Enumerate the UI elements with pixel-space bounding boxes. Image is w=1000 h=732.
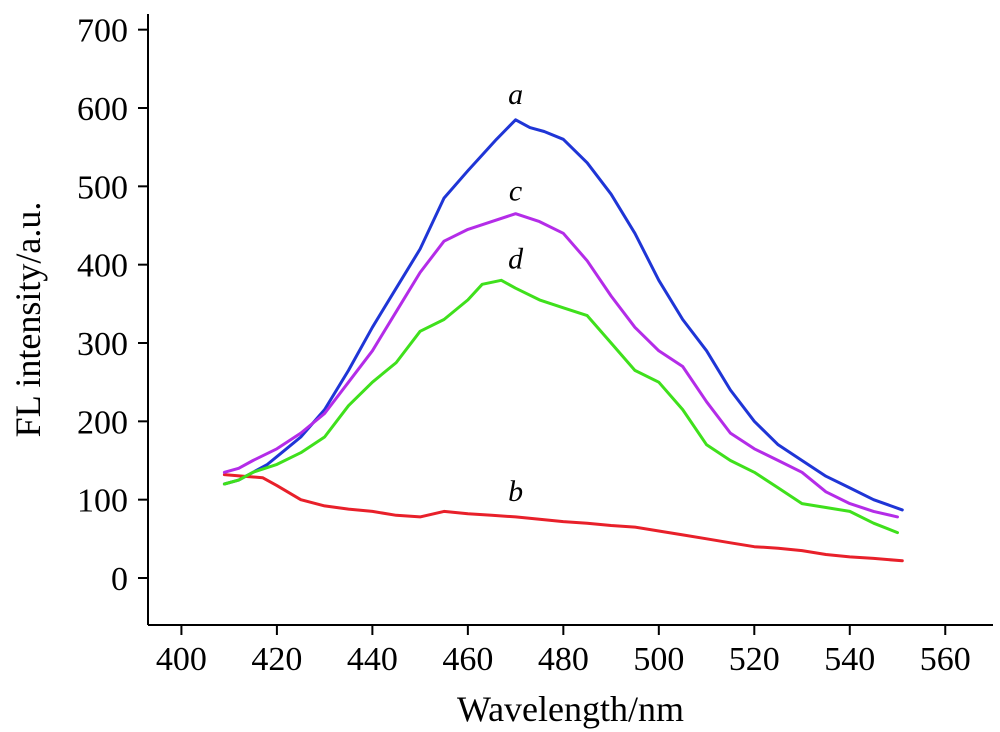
x-tick-label: 440	[347, 641, 398, 678]
series-label-b: b	[508, 475, 523, 508]
y-tick-label: 600	[77, 91, 128, 128]
x-tick-label: 560	[920, 641, 971, 678]
series-line-c	[222, 212, 899, 519]
series-line-a	[222, 118, 904, 512]
axes	[147, 14, 993, 626]
series-layer	[222, 118, 904, 563]
y-tick-label: 700	[77, 13, 128, 50]
x-tick-label: 480	[538, 641, 589, 678]
series-label-a: a	[508, 78, 523, 111]
x-ticks: 400 420 440 460 480 500 520 540 560	[156, 625, 971, 678]
y-tick-label: 0	[111, 561, 128, 598]
x-tick-label: 500	[633, 641, 684, 678]
x-tick-label: 460	[442, 641, 493, 678]
y-tick-label: 500	[77, 169, 128, 206]
series-line-b	[222, 473, 904, 563]
y-tick-label: 100	[77, 483, 128, 520]
x-axis-title: Wavelength/nm	[457, 689, 684, 729]
y-ticks: 0 100 200 300 400 500 600 700	[77, 13, 148, 598]
series-line-d	[222, 278, 899, 535]
x-tick-label: 520	[729, 641, 780, 678]
annotation-layer: a c d b	[508, 78, 524, 508]
y-tick-label: 400	[77, 248, 128, 285]
x-tick-label: 400	[156, 641, 207, 678]
x-tick-label: 540	[824, 641, 875, 678]
series-label-c: c	[509, 174, 522, 207]
x-tick-label: 420	[251, 641, 302, 678]
y-axis-title: FL intensity/a.u.	[8, 202, 48, 438]
y-tick-label: 200	[77, 404, 128, 441]
y-tick-label: 300	[77, 326, 128, 363]
series-label-d: d	[508, 243, 524, 276]
